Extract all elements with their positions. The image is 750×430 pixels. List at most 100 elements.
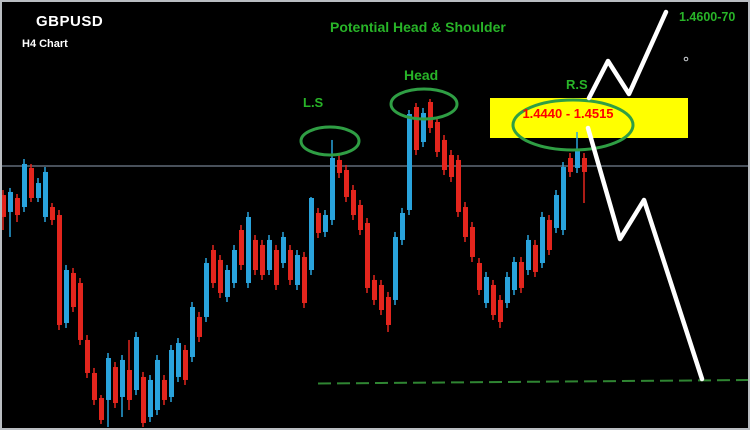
bear-candle	[316, 212, 321, 233]
bull-candle	[169, 350, 174, 397]
bull-candle	[512, 262, 517, 290]
left-shoulder-ellipse	[299, 125, 361, 157]
bear-candle	[428, 102, 433, 128]
pattern-title: Potential Head & Shoulder	[330, 19, 506, 35]
bear-candle	[253, 239, 258, 270]
bull-candle	[561, 167, 566, 230]
candle-wick	[583, 152, 585, 204]
bull-candle	[120, 359, 125, 397]
bear-candle	[519, 262, 524, 288]
bull-candle	[22, 163, 27, 208]
head-ellipse	[389, 87, 459, 121]
bull-candle	[526, 239, 531, 270]
bull-candle	[393, 236, 398, 300]
bear-candle	[141, 376, 146, 424]
bear-candle	[533, 244, 538, 272]
bear-candle	[78, 283, 83, 340]
timeframe-label: H4 Chart	[22, 38, 68, 50]
bear-candle	[442, 139, 447, 170]
bull-candle	[281, 236, 286, 264]
bull-candle	[43, 171, 48, 217]
bear-candle	[71, 272, 76, 308]
bear-candle	[302, 256, 307, 304]
symbol-label: GBPUSD	[36, 13, 104, 30]
head-label: Head	[404, 67, 439, 83]
bull-candle	[540, 216, 545, 264]
bull-candle	[225, 270, 230, 297]
bear-candle	[477, 263, 482, 290]
bear-candle	[463, 207, 468, 237]
bull-candle	[505, 276, 510, 304]
bear-candle	[113, 367, 118, 404]
bear-candle	[414, 107, 419, 150]
right-shoulder-label: R.S	[566, 77, 588, 92]
target-price-label: 1.4600-70	[679, 10, 736, 24]
right-shoulder-ellipse	[511, 98, 635, 152]
bull-candle	[176, 343, 181, 377]
bear-candle	[337, 159, 342, 173]
bear-candle	[568, 158, 573, 172]
bull-candle	[295, 255, 300, 285]
bull-candle	[267, 239, 272, 270]
bull-candle	[106, 358, 111, 400]
bull-candle	[309, 198, 314, 270]
bear-candle	[344, 170, 349, 197]
bull-candle	[8, 191, 13, 212]
bear-candle	[127, 370, 132, 400]
left-shoulder-label: L.S	[303, 95, 324, 110]
bear-candle	[29, 167, 34, 198]
bull-candle	[575, 150, 580, 168]
bear-candle	[57, 215, 62, 325]
bear-candle	[197, 316, 202, 337]
bear-candle	[379, 284, 384, 310]
bull-candle	[155, 359, 160, 410]
bull-candle	[323, 215, 328, 232]
projection-up-line	[586, 9, 669, 101]
bull-candle	[554, 195, 559, 228]
bear-candle	[99, 398, 104, 420]
bear-candle	[449, 155, 454, 177]
bear-candle	[358, 204, 363, 230]
bear-candle	[498, 299, 503, 322]
dashed-support-line	[317, 379, 748, 385]
bull-candle	[246, 216, 251, 284]
bull-candle	[134, 336, 139, 390]
bear-candle	[470, 227, 475, 257]
bull-candle	[484, 276, 489, 304]
bear-candle	[162, 379, 167, 400]
bear-candle	[456, 159, 461, 212]
bear-candle	[491, 284, 496, 316]
bear-candle	[386, 296, 391, 325]
bull-candle	[204, 263, 209, 317]
cursor-dot	[683, 56, 689, 62]
bull-candle	[148, 379, 153, 417]
bear-candle	[365, 223, 370, 288]
resistance-zone-label: 1.4440 - 1.4515	[522, 106, 614, 121]
bear-candle	[582, 158, 587, 172]
bear-candle	[435, 122, 440, 152]
bear-candle	[239, 230, 244, 265]
bear-candle	[288, 250, 293, 280]
candle-wick	[9, 187, 11, 237]
bear-candle	[260, 244, 265, 276]
bear-candle	[2, 195, 6, 217]
projection-down-line	[585, 125, 705, 382]
bull-candle	[36, 183, 41, 198]
bear-candle	[15, 198, 20, 216]
bull-candle	[64, 270, 69, 324]
bear-candle	[183, 350, 188, 380]
bear-candle	[92, 372, 97, 400]
bear-candle	[50, 207, 55, 220]
bull-candle	[330, 158, 335, 220]
bull-candle	[232, 250, 237, 284]
bear-candle	[351, 190, 356, 216]
bear-candle	[372, 279, 377, 300]
bear-candle	[547, 219, 552, 250]
bear-candle	[211, 250, 216, 284]
bull-candle	[407, 114, 412, 210]
bear-candle	[85, 339, 90, 373]
bull-candle	[190, 307, 195, 357]
bull-candle	[421, 112, 426, 142]
